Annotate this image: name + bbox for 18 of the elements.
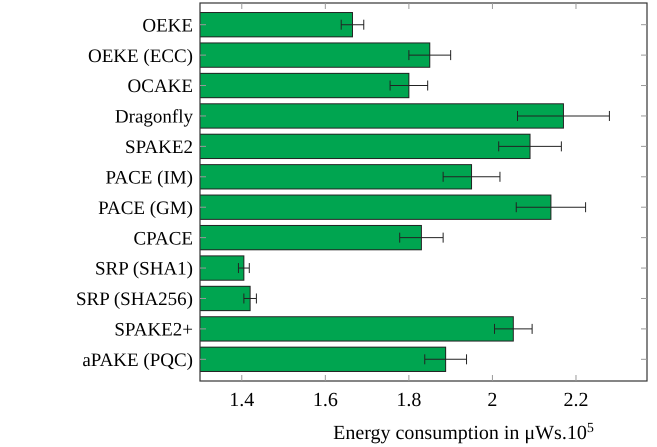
y-tick-label: SPAKE2 [125,137,193,158]
x-axis-title: Energy consumption in μWs.10$^{5}$ [333,420,594,444]
y-tick-label: OCAKE [128,76,193,98]
y-tick-label: SRP (SHA256) [76,289,193,310]
y-tick-label: OEKE (ECC) [88,46,193,67]
y-tick-label: SPAKE2+ [114,320,193,341]
y-tick-label: PACE (IM) [106,167,193,188]
y-tick-label: SRP (SHA1) [94,258,193,280]
y-tick-label: aPAKE (PQC) [82,350,193,371]
y-tick-label: Dragonfly [114,106,194,128]
x-tick-label: 1.4 [229,389,254,411]
x-tick-label: 1.6 [312,389,338,411]
x-tick-label: 2 [487,389,498,411]
x-tick-label: 2.2 [563,389,588,411]
y-tick-label: CPACE [134,228,193,250]
y-tick-label: PACE (GM) [98,198,193,219]
x-tick-label: 1.8 [396,389,422,411]
y-tick-label: OEKE [142,15,193,36]
